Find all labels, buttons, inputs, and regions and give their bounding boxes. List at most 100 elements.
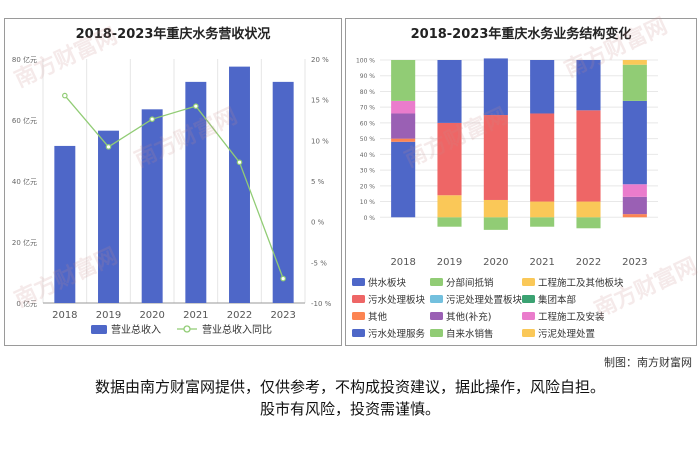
legend-label: 污水处理服务 (368, 328, 426, 340)
y-right-tick-label: -5 % (311, 259, 327, 267)
legend-label: 工程施工及其他板块 (538, 277, 624, 289)
legend-label: 其他(补充) (446, 311, 491, 323)
stacked-segment (391, 138, 416, 142)
yoy-growth-point (236, 159, 243, 166)
stacked-segment (391, 60, 416, 101)
revenue-bar (98, 130, 119, 303)
y-left-tick-label: 60 亿元 (12, 116, 37, 125)
stacked-segment (437, 122, 462, 196)
revenue-bar (141, 109, 163, 303)
legend-swatch (352, 295, 365, 303)
y-tick-label: 10 % (360, 199, 376, 206)
y-tick-label: 70 % (360, 105, 376, 112)
legend-label: 污泥处理处置板块 (446, 294, 523, 306)
disclaimer-line-2: 股市有风险，投资需谨慎。 (259, 400, 440, 418)
y-tick-label: 50 % (360, 136, 376, 143)
stacked-segment (622, 196, 647, 215)
x-tick-label: 2018 (390, 257, 415, 268)
stacked-segment (622, 60, 647, 65)
x-tick-label: 2022 (227, 310, 252, 321)
legend-swatch (430, 329, 443, 337)
legend-swatch (352, 278, 365, 286)
yoy-growth-point (149, 116, 155, 122)
x-tick-label: 2021 (183, 310, 208, 321)
stacked-segment (530, 113, 555, 202)
structure-chart: 0 % 10 % 20 % 30 % 40 % 50 % 60 % 70 % 80 % 90 % 1… (352, 58, 658, 340)
x-tick-label: 2021 (529, 257, 554, 268)
chart-credit: 制图：南方财富网 (604, 356, 692, 369)
y-tick-label: 90 % (360, 73, 376, 80)
y-tick-label: 80 % (360, 89, 376, 96)
x-tick-label: 2022 (576, 257, 601, 268)
x-tick-label: 2020 (483, 257, 508, 268)
stacked-segment (391, 100, 416, 114)
y-left-tick-label: 80 亿元 (12, 55, 37, 64)
x-tick-label: 2019 (96, 310, 121, 321)
stacked-segment (437, 217, 462, 227)
y-tick-label: 60 % (360, 120, 376, 127)
y-left-tick-label: 20 亿元 (12, 238, 37, 247)
stacked-segment (483, 199, 508, 218)
legend-label: 污水处理板块 (368, 294, 426, 306)
revenue-bar (185, 81, 207, 303)
y-tick-label: 40 % (360, 152, 376, 159)
legend-swatch-revenue (91, 325, 107, 334)
yoy-growth-point (105, 144, 112, 150)
disclaimer-line-1: 数据由南方财富网提供，仅供参考，不构成投资建议，据此操作，风险自担。 (94, 378, 605, 396)
revenue-bar (229, 66, 250, 303)
legend-label: 其他 (368, 311, 388, 323)
y-left-tick-label: 0 亿元 (16, 299, 37, 308)
legend-swatch (522, 295, 535, 303)
legend-label-yoy: 营业总收入同比 (202, 323, 272, 336)
structure-chart-title: 2018-2023年重庆水务业务结构变化 (410, 27, 632, 42)
x-tick-label: 2023 (622, 257, 647, 268)
x-tick-label: 2019 (437, 257, 462, 268)
stacked-segment (530, 60, 555, 114)
yoy-growth-point (193, 103, 199, 109)
legend-swatch (522, 329, 535, 337)
x-tick-label: 2020 (139, 310, 164, 321)
disclaimer: 数据由南方财富网提供，仅供参考，不构成投资建议，据此操作，风险自担。 股市有风险… (0, 376, 700, 420)
legend-swatch-yoy-marker (183, 325, 191, 333)
legend-label: 自来水销售 (446, 328, 494, 340)
legend-swatch (522, 312, 535, 320)
legend-swatch (352, 312, 365, 320)
legend-label: 集团本部 (538, 294, 576, 306)
legend-swatch (430, 278, 443, 286)
legend-swatch (430, 295, 443, 303)
y-right-tick-label: 5 % (311, 178, 325, 186)
legend-label: 污泥处理处置 (538, 328, 595, 340)
stacked-segment (622, 214, 647, 218)
stacked-segment (391, 141, 416, 218)
legend-label-revenue: 营业总收入 (111, 323, 161, 336)
revenue-bar (272, 81, 294, 303)
stacked-segment (530, 201, 555, 218)
revenue-bar (54, 145, 76, 303)
stacked-segment (391, 113, 416, 139)
stacked-segment (622, 184, 647, 197)
stacked-segment (576, 201, 601, 218)
x-tick-label: 2023 (270, 310, 295, 321)
stacked-segment (437, 195, 462, 218)
stacked-segment (483, 217, 508, 230)
yoy-growth-point (280, 275, 286, 282)
revenue-chart-panel: 2018-2023年重庆水务营收状况 0 亿元 20 亿元 40 亿元 60 亿元 80… (4, 18, 342, 346)
legend-swatch (430, 312, 443, 320)
revenue-chart-title: 2018-2023年重庆水务营收状况 (75, 27, 271, 42)
stacked-segment (576, 110, 601, 202)
legend-swatch (522, 278, 535, 286)
legend-swatch (352, 329, 365, 337)
stacked-segment (483, 58, 508, 116)
y-tick-label: 20 % (360, 183, 376, 190)
y-right-tick-label: 0 % (311, 219, 325, 227)
legend-label: 供水板块 (368, 277, 407, 289)
y-right-tick-label: -10 % (311, 300, 332, 308)
y-right-tick-label: 15 % (311, 97, 329, 105)
legend-label: 分部间抵销 (446, 277, 494, 289)
y-left-tick-label: 40 亿元 (12, 177, 37, 186)
y-tick-label: 0 % (364, 215, 376, 222)
stacked-segment (576, 60, 601, 111)
x-tick-label: 2018 (52, 310, 77, 321)
stacked-segment (437, 60, 462, 123)
stacked-segment (622, 100, 647, 185)
